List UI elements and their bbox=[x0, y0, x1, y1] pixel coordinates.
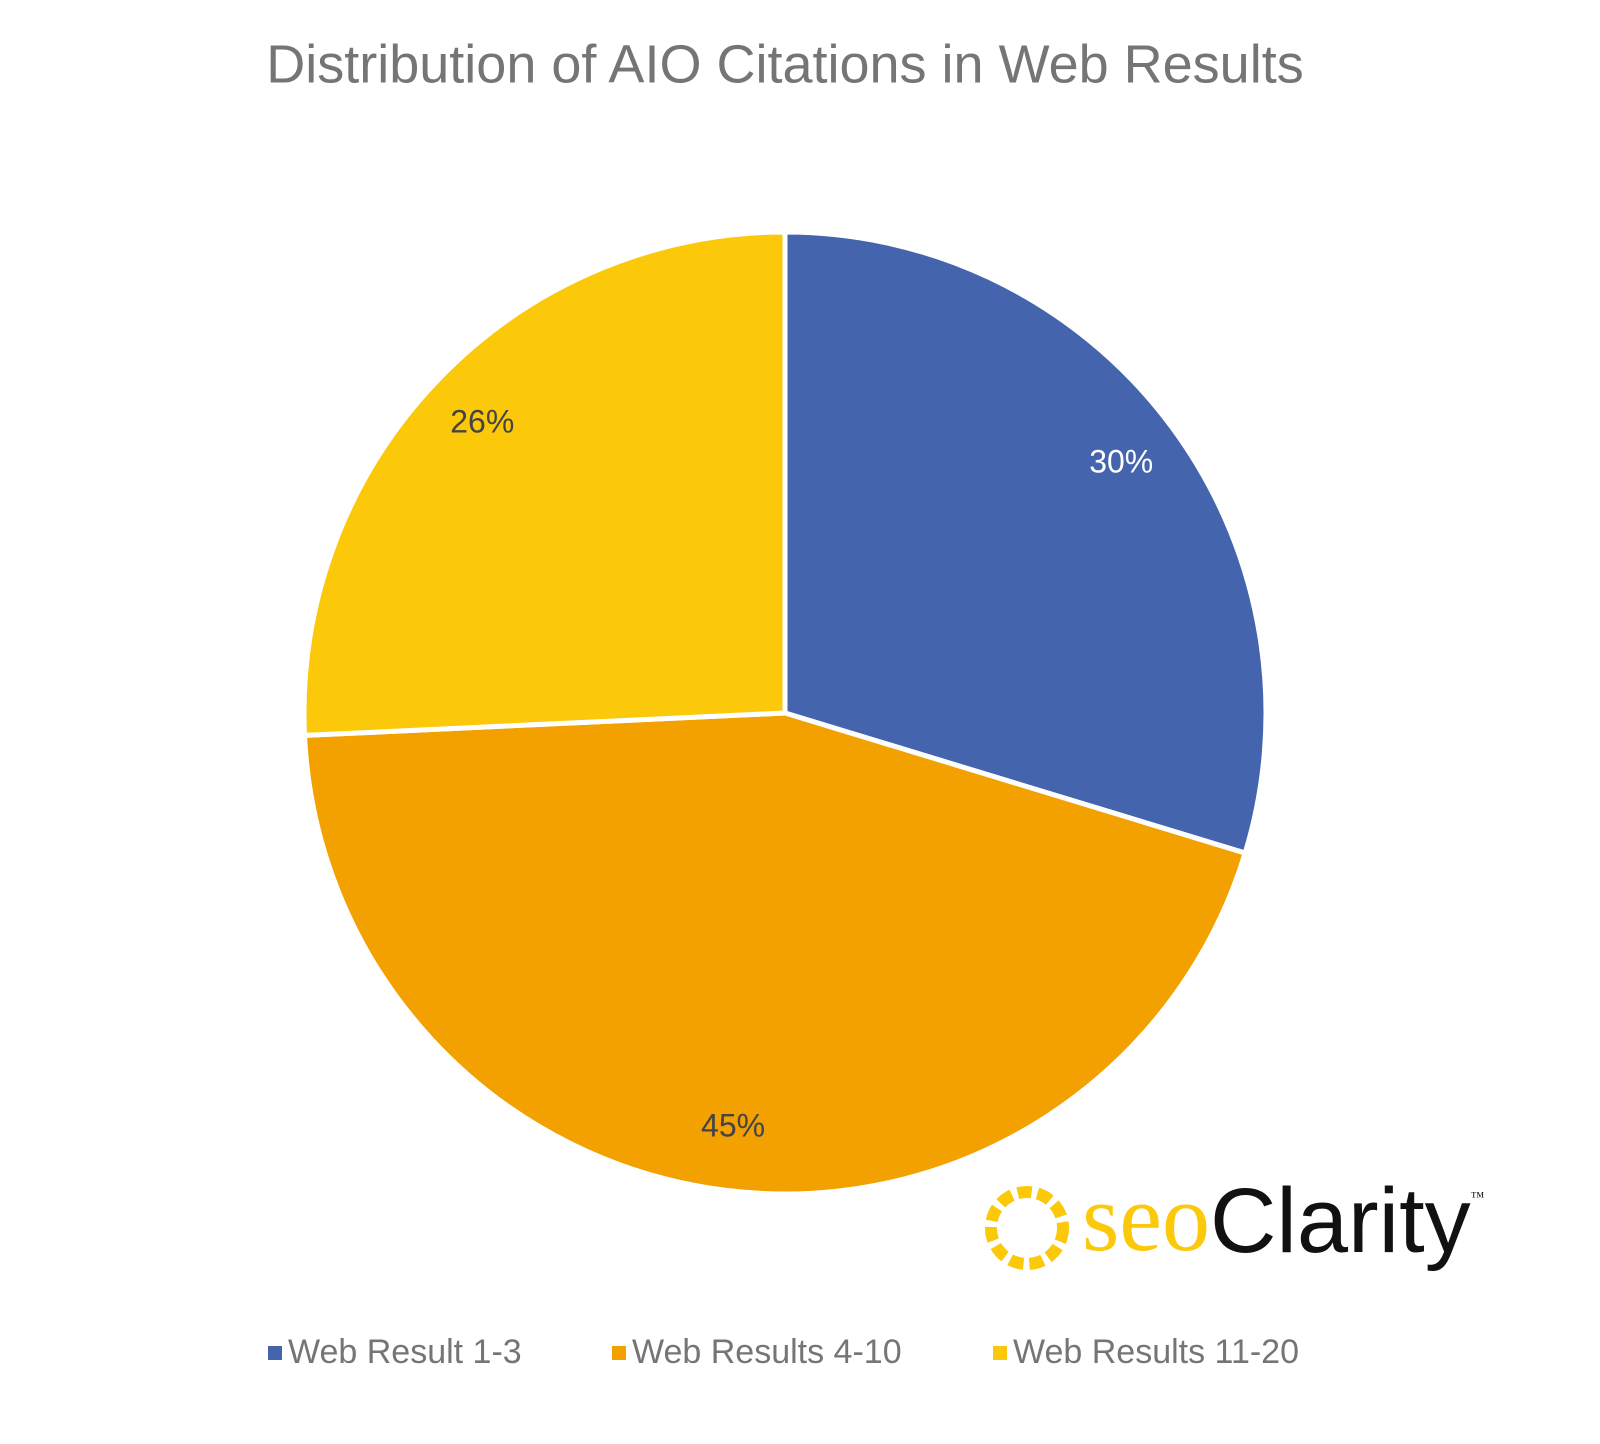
legend: Web Result 1-3 Web Results 4-10 Web Result… bbox=[268, 1333, 1299, 1371]
data-label: 30% bbox=[1089, 443, 1153, 479]
legend-label: Web Results 11-20 bbox=[1013, 1333, 1299, 1371]
logo-text: seoClarity™ bbox=[1082, 1164, 1485, 1272]
data-label: 26% bbox=[450, 404, 514, 440]
logo-trademark: ™ bbox=[1471, 1190, 1485, 1205]
legend-label: Web Result 1-3 bbox=[288, 1333, 522, 1371]
pie-slice bbox=[301, 710, 1249, 1197]
legend-swatch bbox=[612, 1346, 626, 1360]
logo-core bbox=[1005, 1206, 1049, 1250]
logo-icon bbox=[985, 1186, 1069, 1270]
pie-slice bbox=[782, 229, 1269, 857]
logo-ring bbox=[985, 1186, 1069, 1270]
chart-title: Distribution of AIO Citations in Web Res… bbox=[266, 34, 1303, 94]
data-label: 45% bbox=[701, 1108, 765, 1144]
legend-swatch bbox=[268, 1346, 282, 1360]
logo-brand-a: seo bbox=[1082, 1164, 1210, 1271]
legend-label: Web Results 4-10 bbox=[632, 1333, 902, 1371]
pie-slice bbox=[301, 229, 788, 739]
logo: seoClarity™ bbox=[985, 1164, 1485, 1272]
logo-brand-b: Clarity bbox=[1210, 1170, 1471, 1272]
legend-swatch bbox=[993, 1346, 1007, 1360]
pie: 30% 45% 26% bbox=[301, 229, 1269, 1197]
